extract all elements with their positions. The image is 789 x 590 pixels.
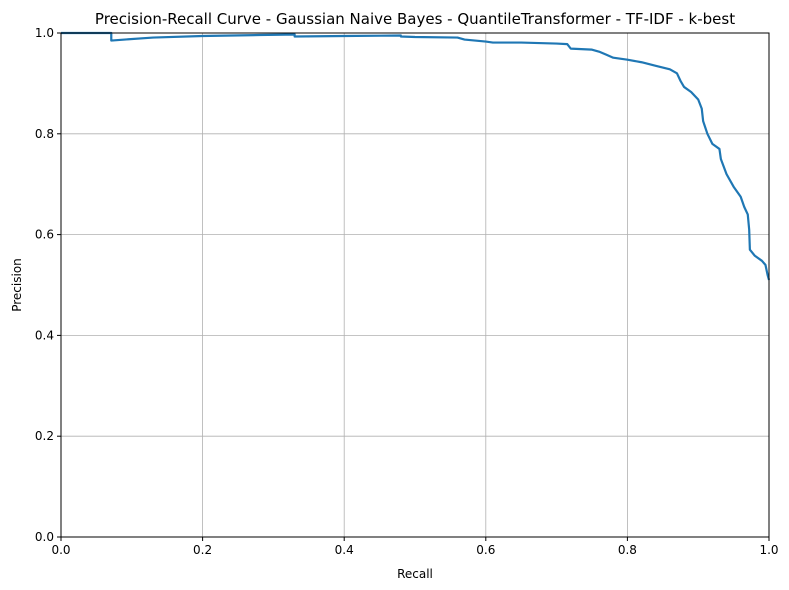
x-tick-label: 0.6 bbox=[476, 543, 495, 557]
axis-ticks: 0.0 0.2 0.4 0.6 0.8 1.0 0.0 0.2 0.4 0.6 0.8 1.0 bbox=[35, 26, 779, 557]
y-axis-label: Precision bbox=[10, 258, 24, 312]
y-tick-label: 0.8 bbox=[35, 127, 54, 141]
y-tick-label: 0.4 bbox=[35, 328, 54, 342]
y-tick-label: 0.2 bbox=[35, 429, 54, 443]
y-tick-label: 0.6 bbox=[35, 228, 54, 242]
x-tick-label: 0.4 bbox=[335, 543, 354, 557]
curve-layer bbox=[61, 31, 771, 281]
chart-title: Precision-Recall Curve - Gaussian Naive … bbox=[95, 10, 735, 28]
pr-curve-line bbox=[61, 31, 771, 281]
y-tick-label: 1.0 bbox=[35, 26, 54, 40]
x-tick-label: 0.2 bbox=[193, 543, 212, 557]
grid-lines bbox=[60, 32, 770, 538]
x-tick-label: 1.0 bbox=[759, 543, 778, 557]
x-tick-label: 0.0 bbox=[51, 543, 70, 557]
plot-frame bbox=[60, 32, 770, 538]
x-axis-label: Recall bbox=[397, 567, 433, 581]
y-tick-label: 0.0 bbox=[35, 530, 54, 544]
x-tick-label: 0.8 bbox=[618, 543, 637, 557]
